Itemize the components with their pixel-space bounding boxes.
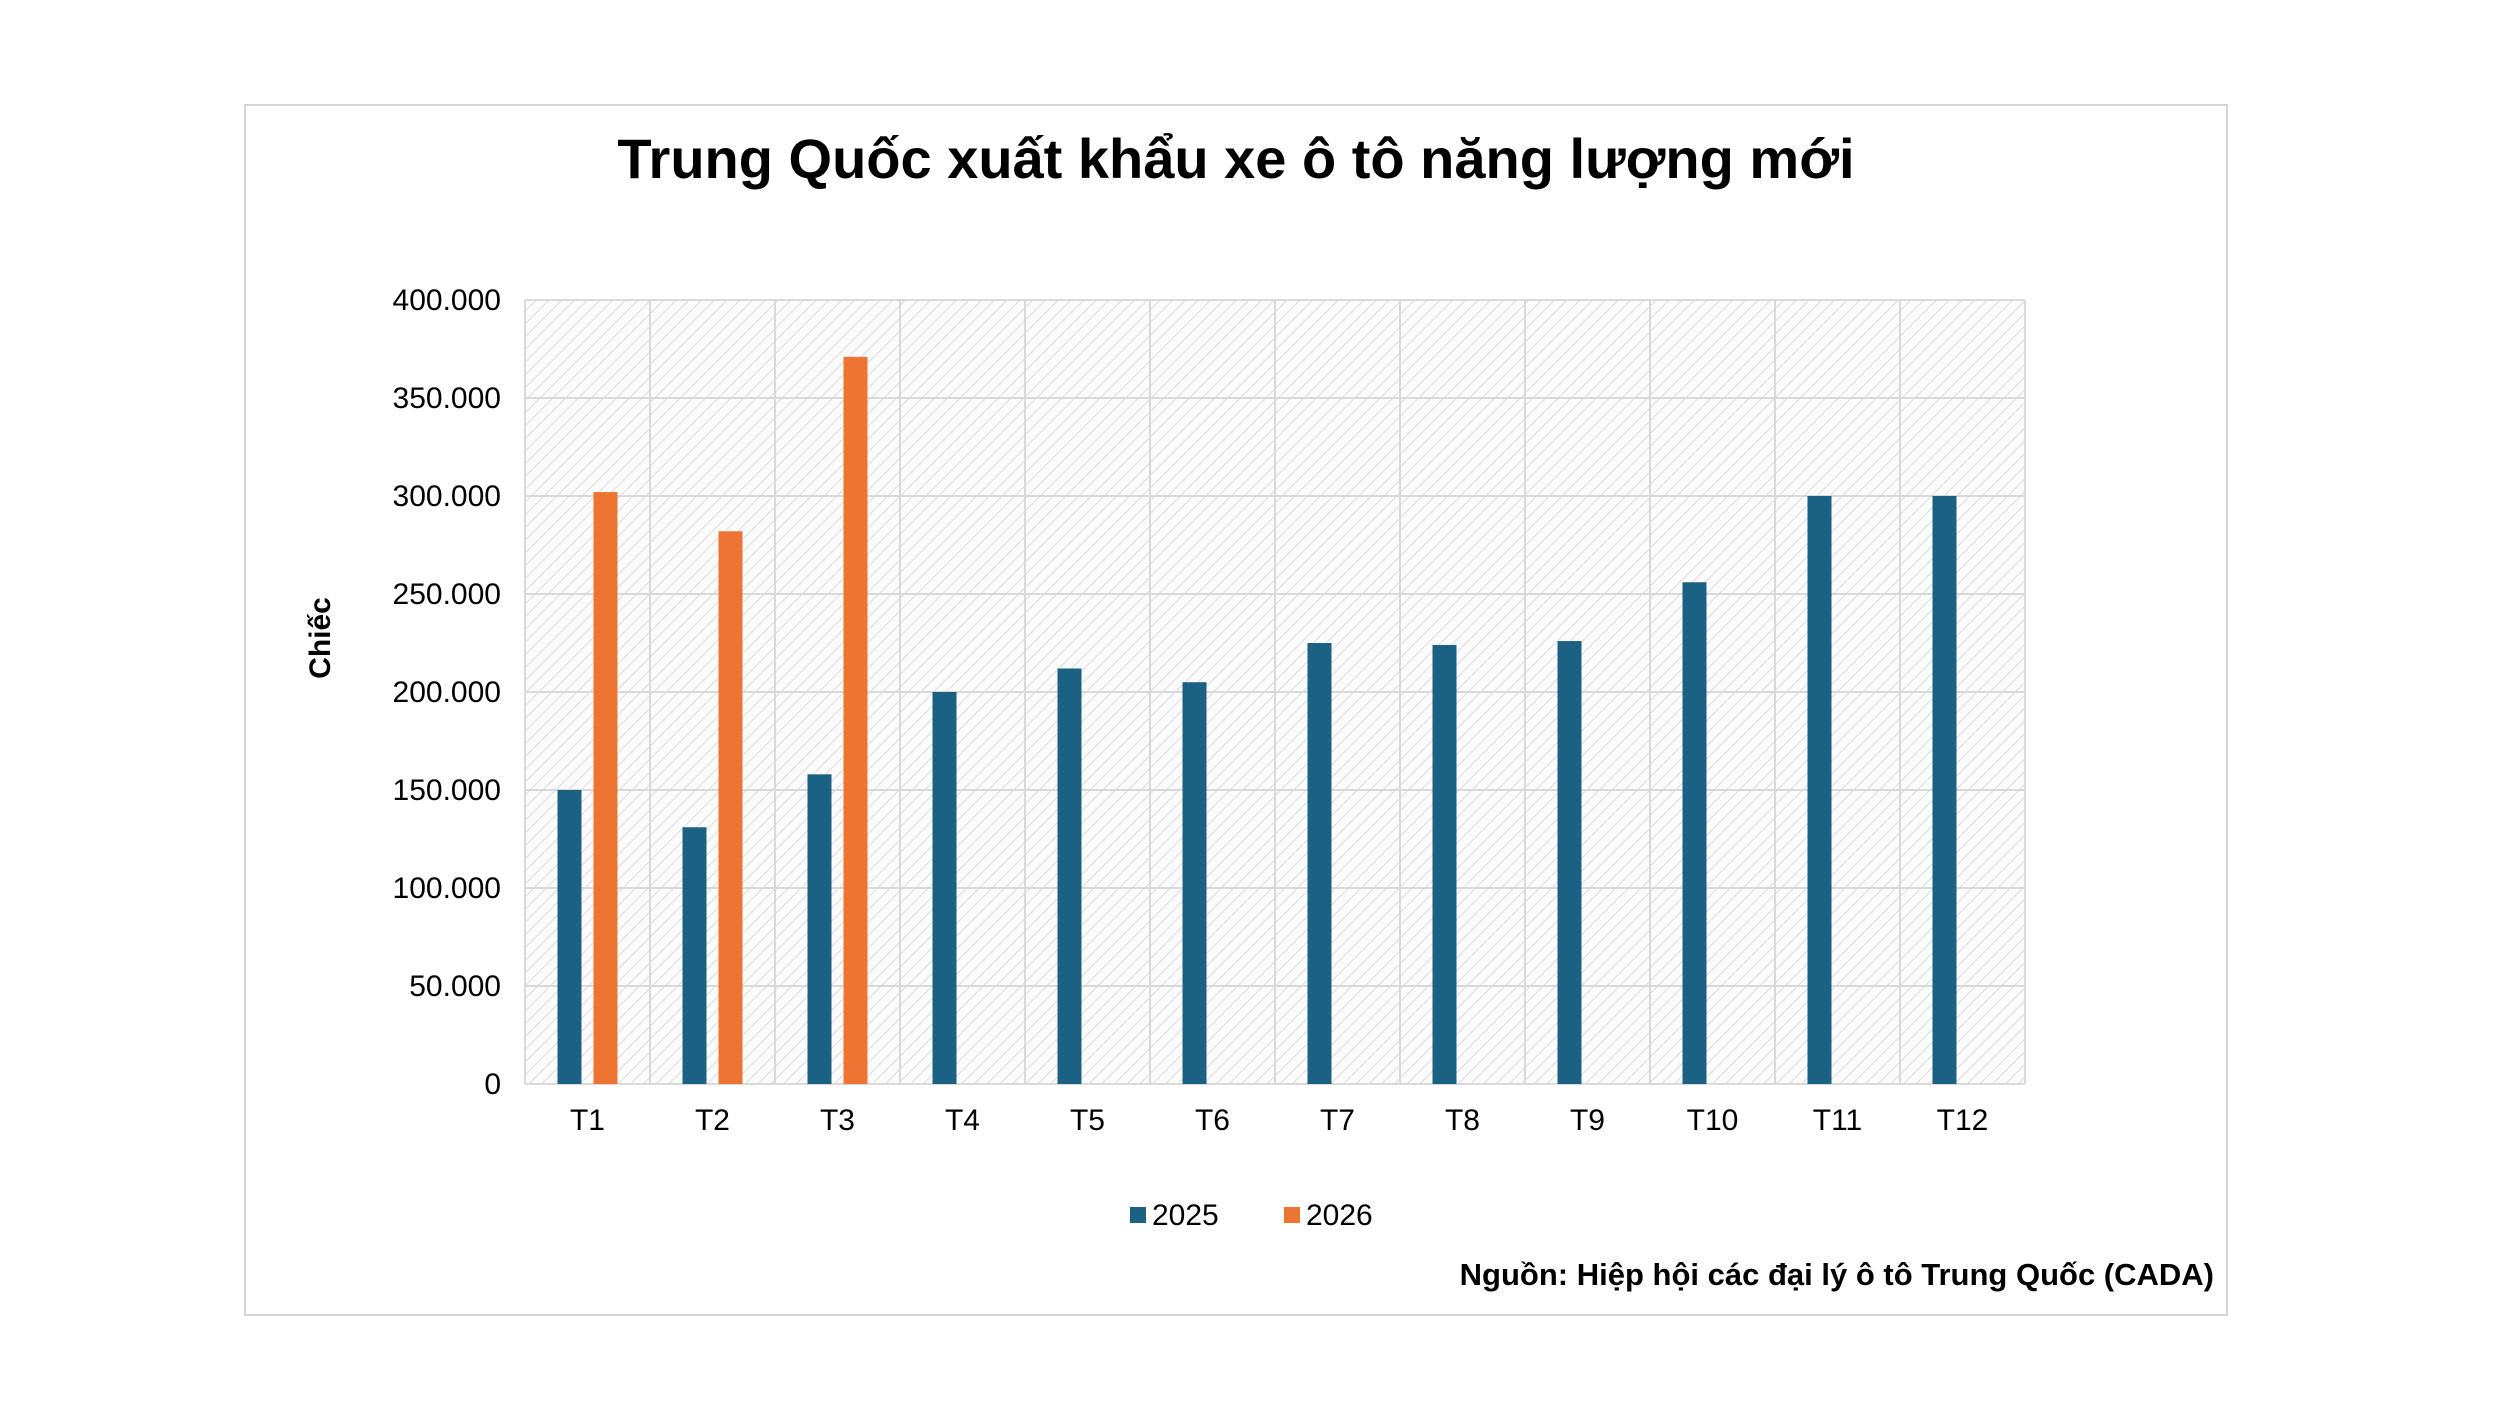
y-tick-label: 0 (484, 1068, 501, 1101)
bar-2025-T9 (1557, 641, 1582, 1084)
x-tick-label: T9 (1570, 1104, 1605, 1137)
y-tick-label: 300.000 (393, 480, 501, 513)
x-tick-label: T6 (1195, 1104, 1230, 1137)
bar-2025-T10 (1682, 582, 1707, 1084)
y-tick-label: 200.000 (393, 676, 501, 709)
x-tick-label: T7 (1320, 1104, 1355, 1137)
bar-2025-T5 (1057, 668, 1082, 1084)
legend-swatch-2026 (1284, 1207, 1300, 1223)
chart: Trung Quốc xuất khẩu xe ô tô năng lượng … (304, 127, 2214, 1292)
legend: 2025 2026 (1130, 1199, 1373, 1232)
grid-lines (524, 299, 2026, 1085)
y-tick-label: 50.000 (409, 970, 501, 1003)
y-tick-label: 100.000 (393, 872, 501, 905)
bars (557, 356, 1957, 1085)
bar-2026-T1 (593, 492, 618, 1085)
bar-2025-T7 (1307, 643, 1332, 1084)
bar-2026-T3 (843, 356, 868, 1085)
y-tick-label: 350.000 (393, 382, 501, 415)
x-tick-label: T2 (695, 1104, 730, 1137)
chart-frame: Trung Quốc xuất khẩu xe ô tô năng lượng … (244, 104, 2228, 1316)
bar-2025-T6 (1182, 682, 1207, 1084)
bar-2026-T2 (718, 531, 743, 1084)
bar-2025-T4 (932, 692, 957, 1084)
chart-title: Trung Quốc xuất khẩu xe ô tô năng lượng … (617, 127, 1854, 190)
x-tick-label: T10 (1687, 1104, 1739, 1137)
source-note: Nguồn: Hiệp hội các đại lý ô tô Trung Qu… (1460, 1257, 2214, 1292)
x-tick-label: T8 (1445, 1104, 1480, 1137)
bar-2025-T3 (807, 774, 832, 1084)
y-tick-label: 250.000 (393, 578, 501, 611)
y-tick-label: 400.000 (393, 284, 501, 317)
x-tick-label: T3 (820, 1104, 855, 1137)
x-tick-label: T12 (1937, 1104, 1989, 1137)
legend-swatch-2025 (1130, 1207, 1146, 1223)
legend-label-2025: 2025 (1152, 1199, 1219, 1232)
bar-2025-T1 (557, 790, 582, 1084)
x-axis-ticks: T1 T2 T3 T4 T5 T6 T7 T8 T9 T10 T11 T12 (570, 1104, 1988, 1137)
bar-2025-T12 (1932, 496, 1957, 1084)
y-axis-label: Chiếc (304, 597, 337, 679)
x-tick-label: T4 (945, 1104, 980, 1137)
x-tick-label: T11 (1813, 1104, 1862, 1137)
legend-label-2026: 2026 (1306, 1199, 1373, 1232)
bar-2025-T8 (1432, 644, 1457, 1084)
x-tick-label: T5 (1070, 1104, 1105, 1137)
bar-2025-T2 (682, 827, 707, 1084)
y-tick-label: 150.000 (393, 774, 501, 807)
y-axis-ticks: 0 50.000 100.000 150.000 200.000 250.000 300.0… (393, 284, 501, 1101)
x-tick-label: T1 (570, 1104, 605, 1137)
bar-2025-T11 (1807, 496, 1832, 1084)
